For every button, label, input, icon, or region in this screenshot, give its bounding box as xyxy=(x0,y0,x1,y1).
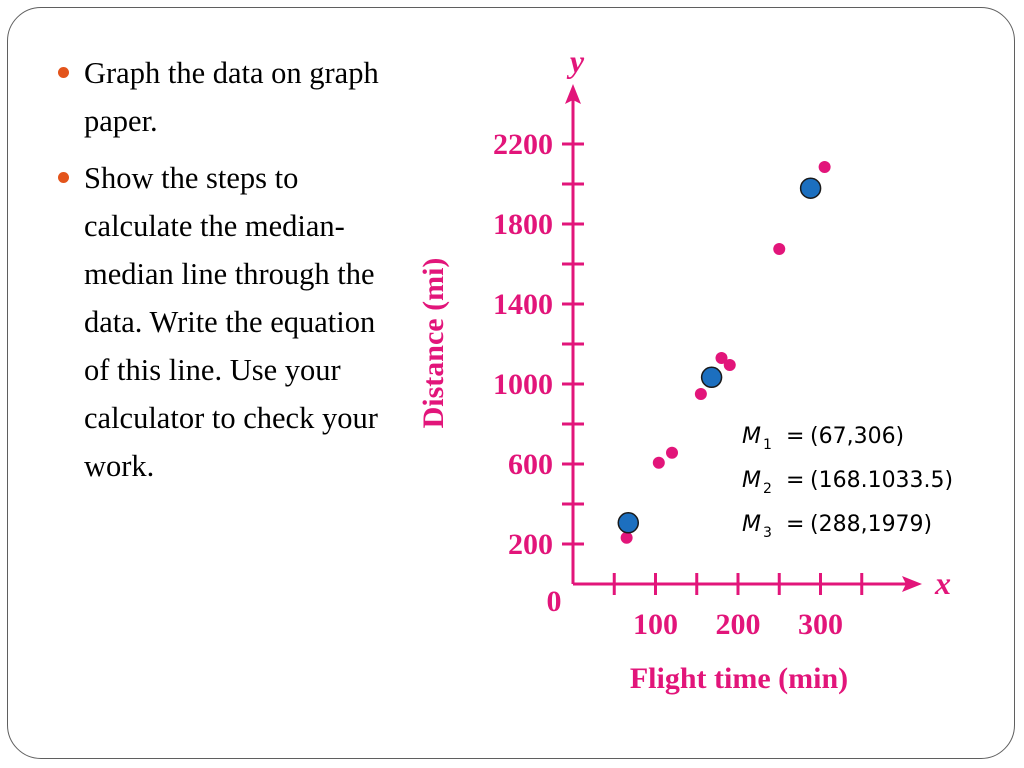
x-tick-label: 100 xyxy=(633,608,678,641)
bullet-item: Graph the data on graph paper. xyxy=(56,49,396,145)
median-annotation-sub: 3 xyxy=(763,525,772,541)
bullet-dot-icon xyxy=(58,172,69,183)
y-axis-arrow-icon xyxy=(565,84,581,104)
bullet-dot-icon xyxy=(58,67,69,78)
median-annotation-var: M xyxy=(742,512,761,537)
data-point xyxy=(773,243,786,255)
median-point xyxy=(799,177,822,199)
median-annotation-value: (288,1979) xyxy=(810,512,932,537)
bullet-text: Graph the data on graph paper. xyxy=(84,56,379,138)
bullet-list: Graph the data on graph paper. Show the … xyxy=(56,49,396,499)
median-annotation-eq: = xyxy=(786,424,804,449)
data-points xyxy=(620,161,831,544)
x-tick-label: 200 xyxy=(716,608,761,641)
x-axis-arrow-icon xyxy=(902,576,922,592)
y-tick-label: 1400 xyxy=(493,288,553,321)
median-annotation-eq: = xyxy=(786,468,804,493)
y-tick-label: 600 xyxy=(508,448,553,481)
y-tick-label: 2200 xyxy=(493,128,553,161)
x-tick-label: 300 xyxy=(798,608,843,641)
axes: 100 200 300 200 600 1000 1400 1800 2200 0 x y Flight… xyxy=(417,43,951,695)
median-point xyxy=(700,366,723,389)
x-axis-title: Flight time (min) xyxy=(630,662,848,695)
x-axis-letter: x xyxy=(934,565,951,601)
data-point xyxy=(620,531,633,544)
data-point xyxy=(715,352,728,364)
y-axis-letter: y xyxy=(566,43,585,79)
y-axis-title: Distance (mi) xyxy=(417,258,450,429)
median-annotation-eq: = xyxy=(786,512,804,537)
y-tick-label: 200 xyxy=(508,528,553,561)
data-point xyxy=(652,456,665,469)
median-annotation-var: M xyxy=(742,424,761,449)
median-annotation-value: (168.1033.5) xyxy=(810,468,953,493)
origin-label: 0 xyxy=(547,585,562,618)
y-tick-label: 1000 xyxy=(493,368,553,401)
median-annotation-sub: 1 xyxy=(763,437,772,453)
bullet-item: Show the steps to calculate the median-m… xyxy=(56,154,396,490)
data-point xyxy=(818,161,831,173)
y-tick-label: 1800 xyxy=(493,208,553,241)
data-point xyxy=(666,446,678,459)
bullet-text: Show the steps to calculate the median-m… xyxy=(84,161,378,483)
median-point xyxy=(617,512,640,534)
median-annotations: M 1 = (67,306)M 2 = (168.1033.5)M 3 = (288,1979) xyxy=(742,424,953,541)
slide-frame xyxy=(7,7,1015,759)
data-point xyxy=(723,359,736,371)
median-annotation-sub: 2 xyxy=(763,481,772,497)
median-points xyxy=(617,177,822,534)
median-annotation-value: (67,306) xyxy=(810,424,904,449)
data-point xyxy=(694,388,707,400)
median-annotation-var: M xyxy=(742,468,761,493)
